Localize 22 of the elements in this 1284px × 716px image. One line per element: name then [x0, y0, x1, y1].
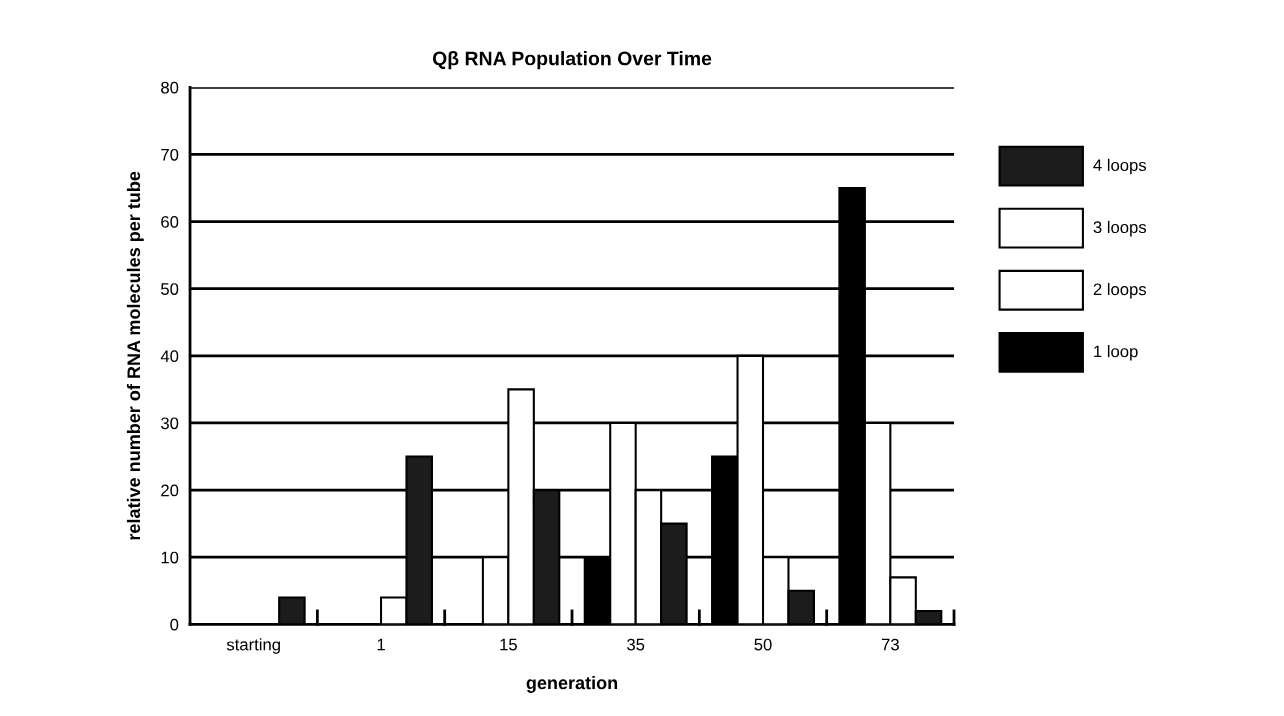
- x-tick-label: starting: [226, 638, 280, 654]
- y-tick-label: 60: [161, 216, 179, 228]
- y-tick-label: 80: [161, 81, 179, 94]
- y-tick-label: 70: [161, 148, 179, 161]
- x-tick-label: 73: [881, 638, 899, 651]
- x-axis-title: generation: [526, 676, 618, 693]
- chart-title: Qβ RNA Population Over Time: [432, 51, 712, 70]
- y-axis-title: relative number of RNA molecules per tube: [126, 171, 144, 540]
- legend-label: 4 loops: [1093, 158, 1147, 175]
- x-tick-label: 1: [377, 638, 385, 651]
- y-tick-label: 0: [170, 618, 179, 631]
- y-tick-label: 10: [161, 551, 179, 564]
- y-tick-label: 30: [161, 417, 179, 430]
- y-tick-label: 50: [161, 283, 179, 295]
- y-tick-label: 40: [160, 350, 179, 363]
- y-tick-label: 20: [161, 484, 179, 497]
- x-tick-label: 15: [500, 638, 517, 651]
- legend-label: 3 loops: [1093, 220, 1147, 237]
- legend-label: 2 loops: [1093, 282, 1147, 299]
- x-tick-label: 35: [627, 638, 645, 651]
- x-tick-label: 50: [754, 638, 772, 651]
- legend-label: 1 loop: [1094, 345, 1138, 361]
